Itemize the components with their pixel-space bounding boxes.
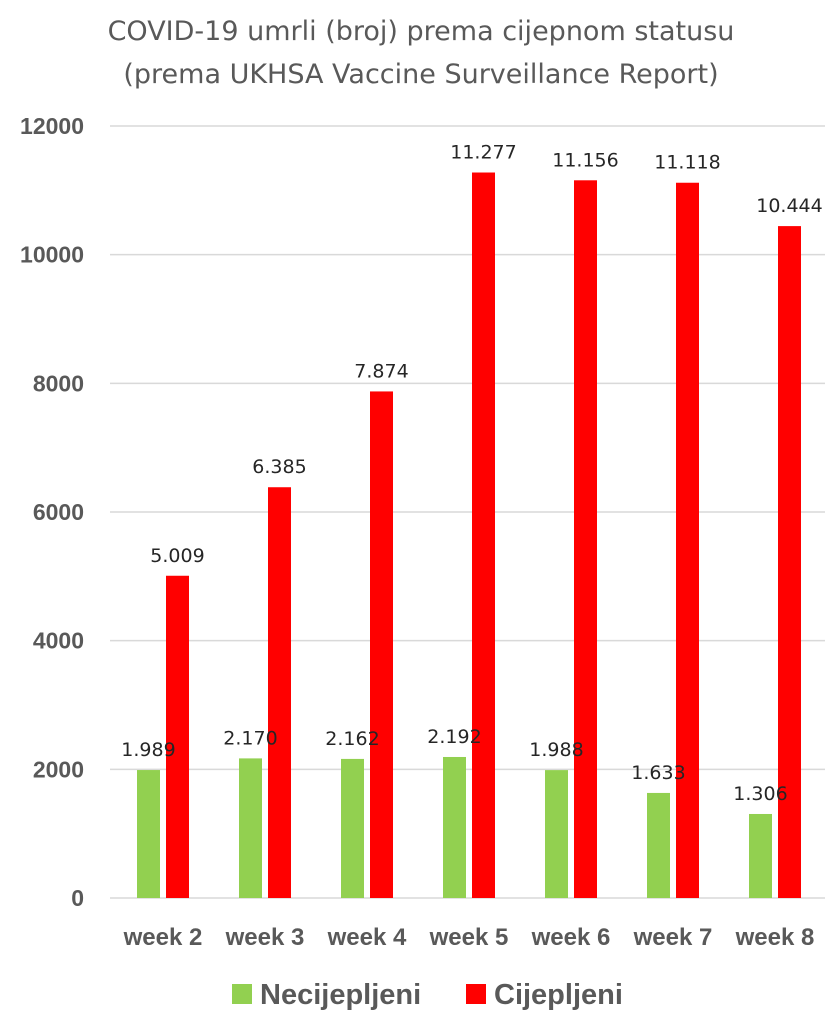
bar-necijepljeni-week-6 — [545, 770, 568, 898]
data-label: 2.170 — [223, 727, 277, 749]
bars — [137, 172, 801, 898]
y-tick-label: 0 — [71, 885, 84, 911]
bar-cijepljeni-week-4 — [370, 391, 393, 898]
x-axis-ticks: week 2 week 3 week 4 week 5 week 6 week 7 week… — [123, 924, 815, 951]
data-label: 7.874 — [354, 360, 408, 382]
y-tick-label: 10000 — [20, 242, 84, 268]
legend-label-necijepljeni: Necijepljeni — [260, 979, 421, 1011]
bar-cijepljeni-week-3 — [268, 487, 291, 898]
data-label: 11.118 — [654, 152, 720, 174]
data-label: 1.988 — [529, 739, 583, 761]
legend: Necijepljeni Cijepljeni — [232, 979, 623, 1011]
bar-necijepljeni-week-8 — [749, 813, 772, 898]
bar-cijepljeni-week-6 — [574, 180, 597, 898]
bar-necijepljeni-week-2 — [137, 770, 160, 898]
gridlines — [110, 125, 825, 899]
x-tick-label: week 3 — [225, 924, 305, 951]
data-label: 2.162 — [325, 728, 379, 750]
data-label: 11.277 — [450, 142, 516, 164]
legend-swatch-necijepljeni — [232, 984, 252, 1004]
data-label: 6.385 — [252, 456, 306, 478]
bar-cijepljeni-week-5 — [472, 172, 495, 898]
bar-necijepljeni-week-3 — [239, 758, 262, 898]
bar-cijepljeni-week-7 — [676, 182, 699, 898]
data-label: 1.306 — [733, 783, 787, 805]
y-axis-ticks: 0 2000 4000 6000 8000 10000 12000 — [20, 113, 84, 911]
chart-title-line-1: COVID-19 umrli (broj) prema cijepnom sta… — [108, 16, 735, 47]
x-tick-label: week 4 — [327, 924, 407, 951]
bar-cijepljeni-week-8 — [778, 226, 801, 898]
chart-title: COVID-19 umrli (broj) prema cijepnom sta… — [108, 16, 735, 90]
data-label: 2.192 — [427, 726, 481, 748]
data-label: 10.444 — [756, 195, 822, 217]
y-tick-label: 2000 — [33, 756, 84, 782]
y-tick-label: 6000 — [33, 499, 84, 525]
data-labels: 1.989 5.009 2.170 6.385 2.162 7.874 2.192 11.27… — [121, 142, 822, 805]
bar-necijepljeni-week-4 — [341, 758, 364, 898]
y-tick-label: 8000 — [33, 370, 84, 396]
bar-cijepljeni-week-2 — [166, 575, 189, 898]
legend-swatch-cijepljeni — [466, 984, 486, 1004]
x-tick-label: week 6 — [531, 924, 611, 951]
chart-title-line-2: (prema UKHSA Vaccine Surveillance Report… — [123, 59, 718, 90]
bar-necijepljeni-week-7 — [647, 792, 670, 898]
x-tick-label: week 2 — [123, 924, 203, 951]
data-label: 1.633 — [631, 762, 685, 784]
legend-label-cijepljeni: Cijepljeni — [494, 979, 623, 1011]
y-tick-label: 4000 — [33, 628, 84, 654]
data-label: 1.989 — [121, 739, 175, 761]
y-tick-label: 12000 — [20, 113, 84, 139]
x-tick-label: week 8 — [735, 924, 815, 951]
x-tick-label: week 7 — [633, 924, 713, 951]
bar-necijepljeni-week-5 — [443, 756, 466, 898]
data-label: 11.156 — [552, 149, 618, 171]
x-tick-label: week 5 — [429, 924, 509, 951]
data-label: 5.009 — [150, 545, 204, 567]
